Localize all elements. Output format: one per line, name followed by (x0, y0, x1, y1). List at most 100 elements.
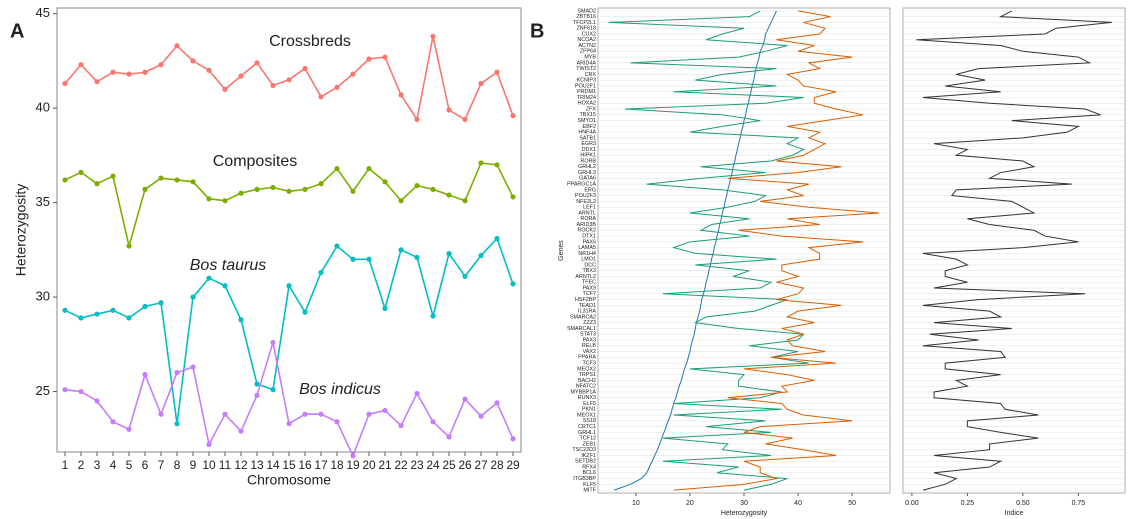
gene-label: POU2F3 (575, 193, 596, 199)
point (302, 309, 308, 315)
point (494, 162, 500, 168)
series-line (916, 10, 1112, 491)
gene-label: TFEC (582, 280, 596, 286)
point (414, 390, 420, 397)
point (174, 421, 180, 427)
gene-label: TEAD1 (579, 303, 596, 309)
gene-label: NFE2L2 (576, 199, 596, 205)
gene-label: TBX3 (583, 268, 596, 274)
x-tick-label: 14 (266, 458, 280, 472)
point (238, 317, 244, 323)
x-tick-label: 25 (442, 458, 456, 472)
gene-label: TFCP2L1 (573, 20, 596, 26)
gene-label: ZEB1 (583, 441, 596, 447)
point (510, 281, 516, 287)
point (78, 388, 84, 395)
point (126, 426, 132, 432)
point (94, 181, 100, 187)
x-tick-label: 10 (632, 500, 640, 507)
gene-label: TWIST2 (576, 66, 596, 72)
point (350, 71, 356, 77)
gene-label: SS18 (583, 418, 596, 424)
x-tick-label: 1 (62, 458, 69, 472)
point (414, 254, 420, 260)
x-tick-label: 8 (174, 458, 181, 472)
point (254, 60, 260, 66)
gene-label: SMARCAL1 (567, 326, 596, 332)
gene-label: GATA6 (579, 176, 596, 182)
x-tick-label: 5 (126, 458, 133, 472)
point (414, 183, 420, 189)
gene-label: BACH2 (578, 378, 596, 384)
gene-label: ARNTL (578, 210, 596, 216)
gene-label: DCC (584, 262, 596, 268)
x-tick-label: 20 (686, 500, 694, 507)
point (286, 77, 292, 83)
gene-label: LAMA5 (578, 245, 596, 251)
gene-label: TCF12 (580, 436, 596, 442)
gene-label: RELB (582, 343, 596, 349)
point (302, 65, 308, 72)
point (398, 92, 404, 98)
point (78, 169, 84, 175)
y-tick-label: 25 (36, 383, 50, 398)
plot-frame (597, 7, 891, 494)
gene-label: POU2F1 (575, 83, 596, 89)
point (510, 436, 516, 442)
x-tick-label: 16 (298, 458, 312, 472)
point (78, 62, 84, 68)
point (382, 179, 388, 185)
point (190, 179, 196, 185)
gene-label: PAX6 (583, 239, 596, 245)
point (446, 251, 452, 257)
x-tick-label: 9 (190, 458, 197, 472)
gene-label: ZBTB16 (576, 14, 596, 20)
point (430, 33, 436, 39)
point (286, 283, 292, 289)
gene-label: SMARCA2 (570, 314, 596, 320)
point (382, 305, 388, 312)
gene-label: HNF4A (578, 130, 596, 136)
x-tick-label: 23 (410, 458, 424, 472)
point (334, 84, 340, 90)
y-tick-label: 45 (36, 5, 50, 20)
point (494, 400, 500, 406)
x-axis-label: Indice (1005, 510, 1024, 517)
point (222, 86, 228, 92)
gene-label: ARNTL2 (575, 274, 596, 280)
gene-label: KLF5 (583, 482, 596, 488)
gene-label: CUX2 (582, 31, 596, 37)
x-tick-label: 22 (394, 458, 408, 472)
x-tick-label: 27 (474, 458, 488, 472)
gene-label: LMO1 (581, 257, 596, 263)
point (446, 107, 452, 113)
point (318, 94, 324, 100)
point (206, 67, 212, 73)
series-label: Composites (213, 153, 297, 170)
gene-label: CRX (585, 72, 597, 78)
x-tick-label: 29 (506, 458, 520, 472)
gene-label: SMYD1 (577, 118, 596, 124)
gene-label: EBF2 (583, 124, 596, 130)
x-tick-label: 12 (234, 458, 248, 472)
gene-label: ZNF618 (577, 26, 596, 32)
point (62, 177, 68, 183)
x-tick-label: 10 (202, 458, 216, 472)
gene-label: LEF1 (583, 205, 596, 211)
point (238, 73, 244, 79)
x-tick-label: 0.50 (1016, 500, 1030, 507)
point (494, 235, 500, 242)
point (494, 69, 500, 75)
gene-label: STAT3 (580, 332, 596, 338)
point (446, 434, 452, 440)
point (94, 311, 100, 317)
point (398, 198, 404, 204)
gene-label: HSF2BP (575, 297, 596, 303)
gene-label: HIPK1 (580, 153, 596, 159)
point (334, 419, 340, 425)
x-tick-label: 2 (78, 458, 85, 472)
x-tick-label: 0.00 (905, 500, 919, 507)
point (302, 411, 308, 417)
x-tick-label: 21 (378, 458, 392, 472)
